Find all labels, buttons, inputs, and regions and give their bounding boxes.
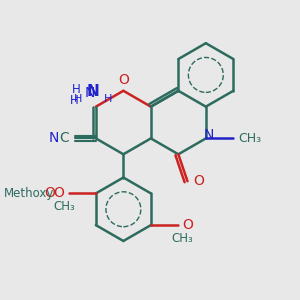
Text: CH₃: CH₃ xyxy=(53,200,75,213)
Text: H: H xyxy=(104,94,112,104)
Text: N: N xyxy=(86,84,99,99)
Text: O: O xyxy=(44,186,55,200)
Text: Methoxy: Methoxy xyxy=(4,187,54,200)
Text: O: O xyxy=(193,174,204,188)
Text: CH₃: CH₃ xyxy=(238,132,262,145)
Text: CH₃: CH₃ xyxy=(172,232,194,245)
Text: H: H xyxy=(74,94,82,104)
Text: H: H xyxy=(70,94,79,107)
Text: C: C xyxy=(59,131,69,146)
Text: H: H xyxy=(72,83,81,96)
Text: O: O xyxy=(53,186,64,200)
Text: O: O xyxy=(183,218,194,232)
Text: N: N xyxy=(49,131,59,146)
Text: O: O xyxy=(118,73,129,87)
Text: N: N xyxy=(204,128,214,142)
Text: N: N xyxy=(85,86,95,100)
